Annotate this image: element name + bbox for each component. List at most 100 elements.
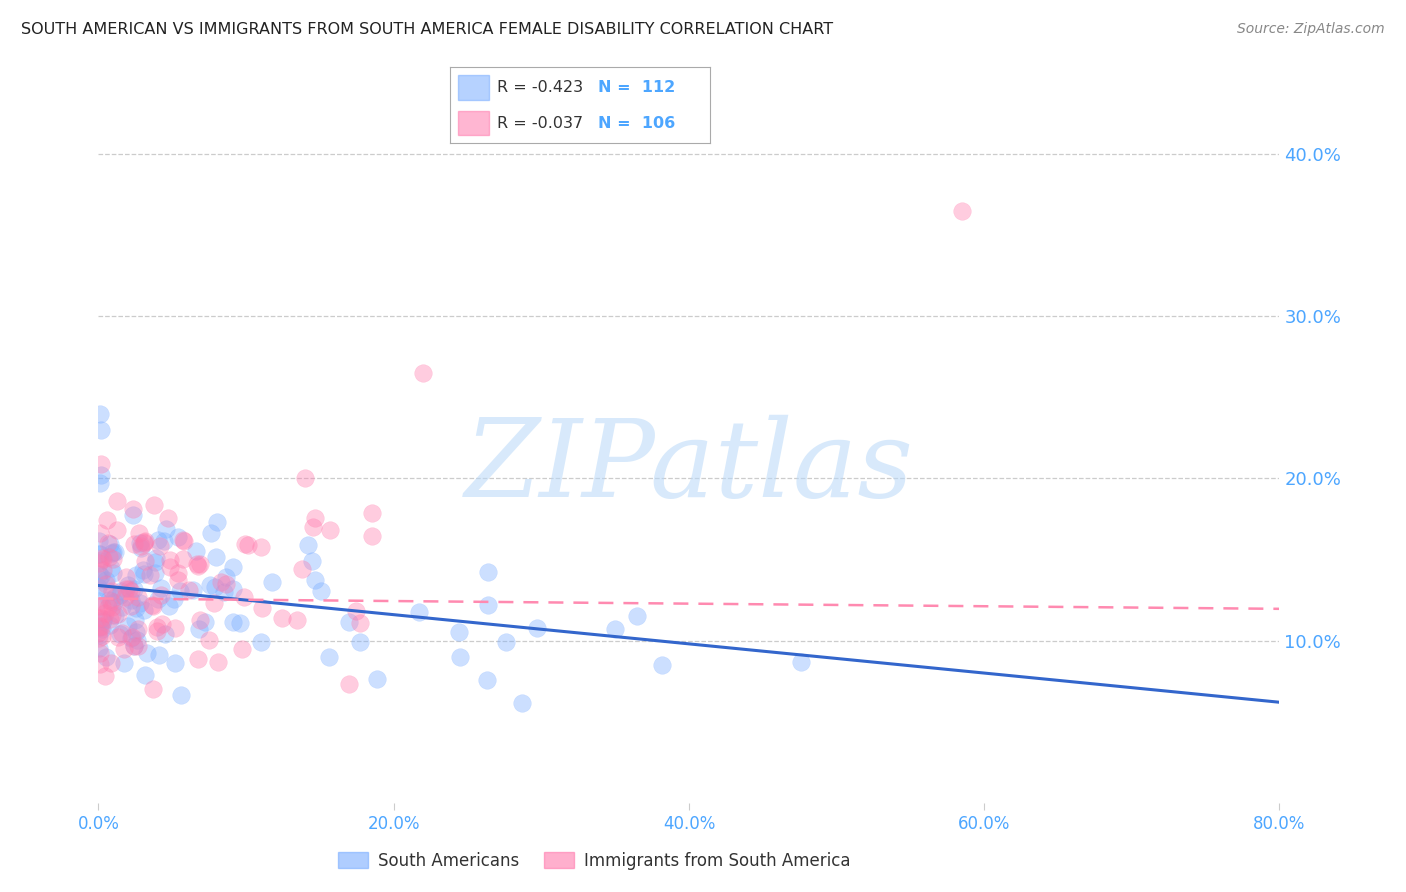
Point [117,577,139,591]
Point [412,366,434,380]
Point [100,560,122,574]
Point [297,538,319,552]
Point [111,625,134,640]
Point [115,570,138,584]
Point [100,656,122,670]
Point [138,568,160,582]
Point [205,549,228,564]
Point [159,553,181,567]
Point [167,566,190,581]
Point [107,607,129,622]
Point [157,511,180,525]
Point [166,529,188,543]
Point [146,591,169,606]
Point [90,610,112,624]
Point [477,598,499,612]
Text: N =  106: N = 106 [598,115,675,130]
Point [90,629,112,643]
Point [120,593,142,607]
Point [146,533,169,547]
Point [118,582,141,596]
Point [304,511,326,525]
Text: R = -0.037: R = -0.037 [496,115,583,130]
Point [204,580,226,594]
Point [232,591,254,605]
Point [285,614,308,628]
Point [124,613,146,627]
Point [163,622,186,636]
Point [222,559,245,574]
Point [91,623,114,637]
Point [211,574,233,589]
Text: N =  112: N = 112 [598,80,675,95]
Point [215,570,238,584]
Point [153,626,176,640]
Point [104,590,127,604]
Point [172,552,194,566]
Point [173,533,195,548]
Point [100,607,122,622]
Point [146,624,169,639]
Point [447,624,470,639]
Point [187,652,209,666]
Point [129,535,152,549]
Point [121,508,143,523]
Point [87,547,110,561]
Point [98,537,121,551]
Point [98,611,121,625]
Point [125,600,148,615]
Point [337,677,360,691]
Point [122,639,145,653]
Point [145,551,167,566]
Point [96,536,118,550]
Point [87,573,110,587]
Point [98,618,121,632]
Point [122,502,145,516]
Point [294,471,316,485]
Point [250,600,273,615]
Point [142,499,165,513]
Point [143,566,166,581]
Point [495,635,517,649]
Text: SOUTH AMERICAN VS IMMIGRANTS FROM SOUTH AMERICA FEMALE DISABILITY CORRELATION CH: SOUTH AMERICAN VS IMMIGRANTS FROM SOUTH … [21,22,834,37]
Point [165,656,187,670]
Point [94,577,117,591]
Point [170,688,193,702]
Point [104,545,127,559]
Text: ZIPatlas: ZIPatlas [464,415,914,520]
Point [271,610,294,624]
Point [304,573,326,587]
Point [100,594,122,608]
Point [89,407,111,421]
Legend: South Americans, Immigrants from South America: South Americans, Immigrants from South A… [332,846,858,877]
Point [167,573,190,587]
Point [90,569,112,583]
Point [96,574,118,588]
Point [120,632,142,646]
Point [125,624,148,639]
Point [94,649,117,664]
Point [87,611,110,625]
Point [111,600,134,615]
Point [135,646,157,660]
Point [301,554,323,568]
Point [93,669,115,683]
Point [149,539,172,553]
Point [366,672,388,686]
Point [202,595,225,609]
Point [91,552,114,566]
Point [250,541,273,555]
FancyBboxPatch shape [458,111,489,136]
Point [129,541,152,556]
Point [120,599,142,613]
Point [105,523,128,537]
Point [89,554,111,568]
Point [112,657,135,671]
Point [349,616,371,631]
Point [120,583,142,598]
Point [90,423,112,437]
Point [89,619,111,633]
Point [153,533,176,548]
Point [186,557,208,571]
Point [145,620,167,634]
